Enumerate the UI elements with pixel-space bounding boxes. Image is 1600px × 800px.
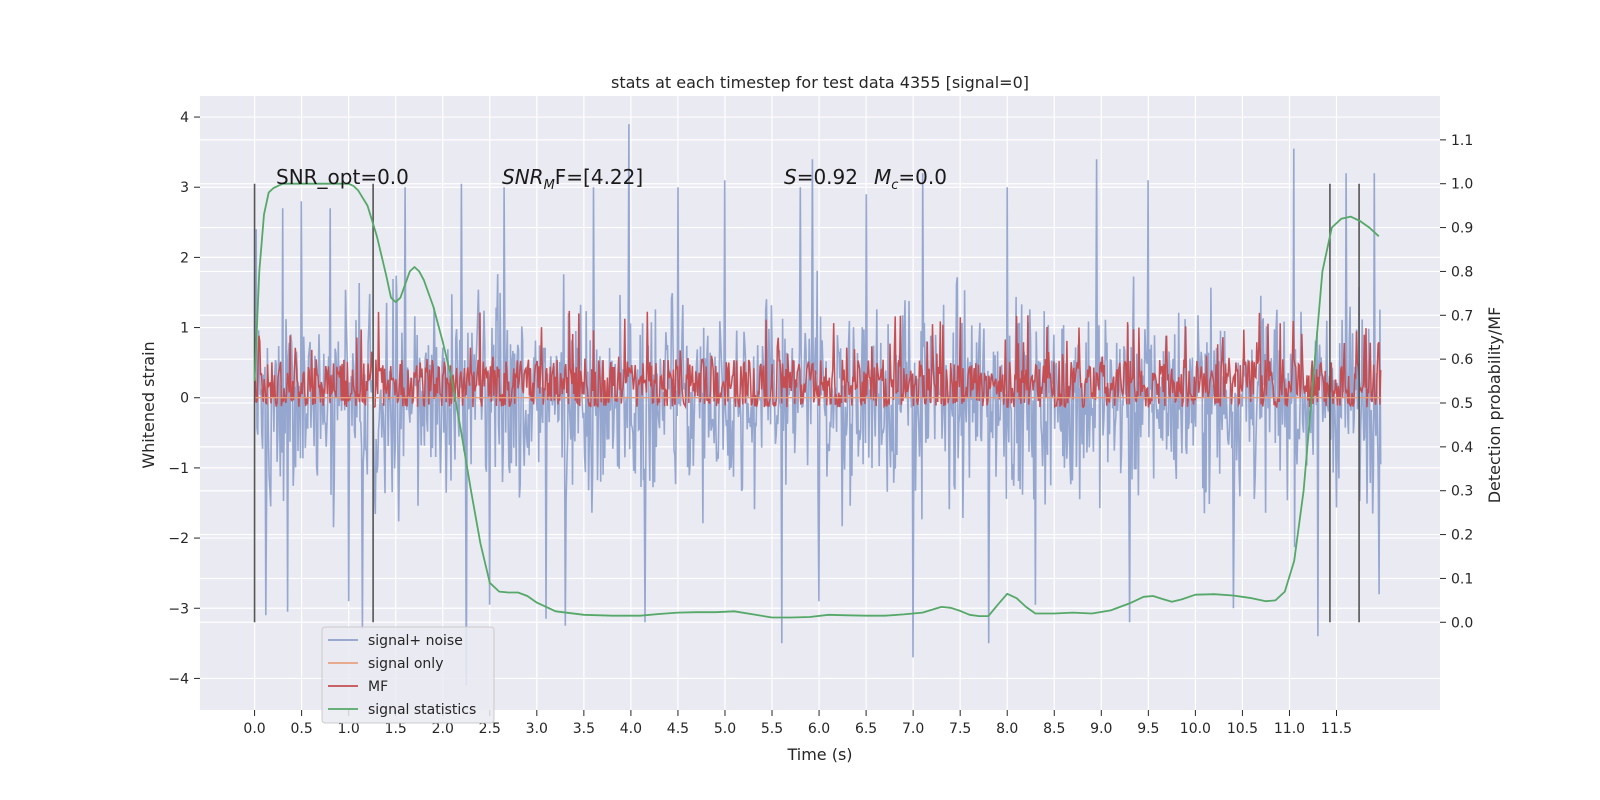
x-tick-label-16: 8.0 — [996, 721, 1018, 737]
legend-label-mf: MF — [368, 679, 388, 695]
annotation-snr-mf: SNRMF=[4.22] — [502, 165, 643, 193]
annotation-snr-mf-sub: M — [544, 178, 555, 193]
y-right-tick-label-6: 0.6 — [1451, 352, 1473, 368]
y-right-tick-label-10: 1.0 — [1451, 177, 1473, 193]
y-left-tick-label-4: 0 — [180, 391, 189, 407]
legend-box — [321, 626, 495, 724]
y-left-tick-label-0: −4 — [168, 671, 189, 687]
x-tick-label-0: 0.0 — [243, 721, 265, 737]
y-left-tick-label-1: −3 — [168, 601, 189, 617]
x-tick-label-3: 1.5 — [385, 721, 407, 737]
x-tick-label-1: 0.5 — [290, 721, 312, 737]
legend-label-signal-only: signal only — [368, 656, 443, 672]
y-right-tick-label-0: 0.0 — [1451, 615, 1473, 631]
x-tick-label-6: 3.0 — [526, 721, 548, 737]
y-right-tick-label-9: 0.9 — [1451, 221, 1473, 237]
annotation-snr-mf-tail: F=[4.22] — [555, 165, 643, 189]
annotation-snr-opt: SNR_opt=0.0 — [276, 165, 409, 189]
y-right-axis-ticks: 0.0 0.1 0.2 0.3 0.4 0.5 0.6 0.7 0.8 0.9 1.0 1.1 — [1440, 133, 1473, 631]
y-left-axis-label: Whitened strain — [139, 341, 158, 468]
y-left-tick-label-2: −2 — [168, 531, 189, 547]
annotation-snr-mf-symbol: SNR — [502, 165, 544, 189]
y-right-tick-label-3: 0.3 — [1451, 484, 1473, 500]
x-tick-label-18: 9.0 — [1090, 721, 1112, 737]
annotation-mc-symbol: M — [874, 165, 891, 189]
x-tick-label-15: 7.5 — [949, 721, 971, 737]
mf-line — [253, 310, 1382, 410]
x-tick-label-19: 9.5 — [1137, 721, 1159, 737]
series-signal-statistics — [253, 182, 1380, 619]
signal-statistics-line — [253, 182, 1380, 619]
y-right-tick-label-4: 0.4 — [1451, 440, 1473, 456]
y-right-tick-label-11: 1.1 — [1451, 133, 1473, 149]
chart-title: stats at each timestep for test data 435… — [611, 73, 1029, 92]
y-left-axis-ticks: −4 −3 −2 −1 0 1 2 3 4 — [168, 110, 200, 687]
x-tick-label-8: 4.0 — [620, 721, 642, 737]
legend-label-signal-statistics: signal statistics — [368, 702, 476, 718]
signal-noise-line — [253, 124, 1382, 686]
x-tick-label-11: 5.5 — [761, 721, 783, 737]
y-right-tick-label-1: 0.1 — [1451, 571, 1473, 587]
x-tick-label-22: 11.0 — [1274, 721, 1305, 737]
y-right-tick-label-7: 0.7 — [1451, 308, 1473, 324]
legend: signal+ noise signal only MF signal stat… — [321, 626, 495, 724]
x-tick-label-14: 7.0 — [902, 721, 924, 737]
annotation-s-value: =0.92 — [797, 165, 858, 189]
annotation-s-symbol: S — [784, 165, 797, 189]
x-axis-ticks: 0.0 0.5 1.0 1.5 2.0 2.5 3.0 3.5 4.0 4.5 5.0 5.5 6.0 6… — [243, 710, 1352, 737]
series-signal-noise — [253, 124, 1382, 686]
x-tick-label-12: 6.0 — [808, 721, 830, 737]
x-tick-label-21: 10.5 — [1227, 721, 1258, 737]
series-mf — [253, 310, 1382, 410]
x-axis-label: Time (s) — [786, 745, 852, 764]
y-left-tick-label-3: −1 — [168, 461, 189, 477]
x-tick-label-4: 2.0 — [432, 721, 454, 737]
y-left-tick-label-5: 1 — [180, 321, 189, 337]
x-tick-label-20: 10.0 — [1180, 721, 1211, 737]
x-tick-label-9: 4.5 — [667, 721, 689, 737]
x-tick-label-5: 2.5 — [479, 721, 501, 737]
x-tick-label-23: 11.5 — [1321, 721, 1352, 737]
x-tick-label-17: 8.5 — [1043, 721, 1065, 737]
legend-label-signal-noise: signal+ noise — [368, 633, 463, 649]
annotation-mc-sub: c — [891, 178, 898, 193]
y-left-tick-label-8: 4 — [180, 110, 189, 126]
y-left-tick-label-6: 2 — [180, 250, 189, 266]
x-tick-label-7: 3.5 — [573, 721, 595, 737]
annotation-mc-value: =0.0 — [898, 165, 947, 189]
annotation-s-mc: S=0.92 Mc=0.0 — [784, 165, 947, 193]
y-right-tick-label-2: 0.2 — [1451, 528, 1473, 544]
x-tick-label-13: 6.5 — [855, 721, 877, 737]
y-right-tick-label-8: 0.8 — [1451, 264, 1473, 280]
y-right-tick-label-5: 0.5 — [1451, 396, 1473, 412]
vertical-lines — [253, 183, 1360, 623]
x-tick-label-10: 5.0 — [714, 721, 736, 737]
y-left-tick-label-7: 3 — [180, 180, 189, 196]
y-right-axis-label: Detection probability/MF — [1485, 307, 1504, 504]
x-tick-label-2: 1.0 — [338, 721, 360, 737]
